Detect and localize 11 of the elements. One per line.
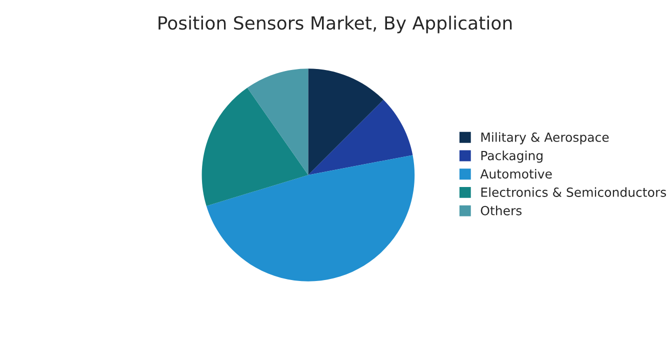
- pie-slice: [308, 68, 384, 175]
- pie-slice: [206, 155, 415, 282]
- legend-label: Others: [480, 206, 522, 216]
- legend-label: Electronics & Semiconductors: [481, 187, 666, 197]
- legend-label: Military & Aerospace: [481, 132, 609, 144]
- legend-label: Automotive: [480, 168, 552, 179]
- pie-slice: [247, 68, 308, 175]
- pie-slice: [202, 88, 308, 206]
- legend-label: Packaging: [481, 150, 542, 163]
- chart-title: Position Sensors Market, By Application: [158, 16, 512, 34]
- pie-slice: [308, 100, 413, 175]
